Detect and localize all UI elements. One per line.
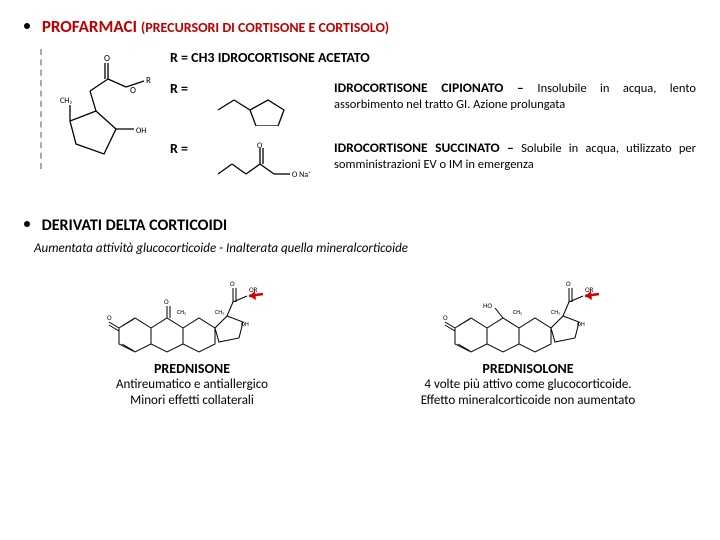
svg-text:O: O [107,313,112,322]
r-cipionato-label: R = [170,80,204,97]
bullet-icon [24,23,30,29]
cyclopentyl-structure [214,80,324,126]
prednisone-structure: O O O OR CH₃ CH₃ OH [107,266,277,356]
svg-text:CH₃: CH₃ [513,308,522,316]
succinate-structure: O O Na⁺ [214,140,324,186]
r-acetato-label: R = CH3 IDROCORTISONE ACETATO [170,49,370,66]
svg-text:O: O [443,313,448,322]
bullet-icon [24,221,30,227]
prednisolone-name: PREDNISOLONE [378,360,678,377]
derivati-subtitle: Aumentata attività glucocorticoide - Ina… [34,241,696,256]
prednisolone-structure: O HO O OR CH₃ CH₃ OH [443,266,613,356]
succinato-name: IDROCORTISONE SUCCINATO – [334,139,521,156]
svg-text:O: O [104,53,110,64]
ona-label: O Na⁺ [292,170,311,180]
svg-text:OR: OR [585,285,594,294]
svg-text:R: R [146,75,151,86]
prednisone-desc2: Minori effetti collaterali [42,393,342,409]
derivatives-row: O O O OR CH₃ CH₃ OH PREDNISONE Antireuma… [24,266,696,408]
r-row-cipionato: R = IDROCORTISONE CIPIONATO – Insolubile… [170,80,696,126]
profarmaci-section: O R O OH CH₃ R = CH3 IDROCORTISONE ACETA… [40,49,696,200]
prednisolone-column: O HO O OR CH₃ CH₃ OH PREDNISOLONE 4 volt… [378,266,678,408]
svg-text:OH: OH [136,126,146,136]
svg-text:CH₃: CH₃ [551,308,560,316]
svg-text:OH: OH [577,320,585,328]
svg-text:O: O [257,141,263,151]
svg-text:O: O [566,279,571,288]
cipionato-name: IDROCORTISONE CIPIONATO – [334,79,537,96]
svg-text:O: O [230,279,235,288]
r-row-succinato: R = O O Na⁺ [170,140,696,186]
r-row-acetato: R = CH3 IDROCORTISONE ACETATO [170,49,696,66]
core-structure-diagram: O R O OH CH₃ [40,49,156,169]
r-succinato-label: R = [170,140,204,157]
svg-text:O: O [130,85,136,96]
svg-text:HO: HO [483,301,492,310]
prednisone-desc1: Antireumatico e antiallergico [42,377,342,393]
svg-text:CH₃: CH₃ [215,308,224,316]
svg-text:OH: OH [241,320,249,328]
succinato-description: IDROCORTISONE SUCCINATO – Solubile in ac… [334,140,696,173]
derivati-heading-text: DERIVATI DELTA CORTICOIDI [42,216,227,235]
profarmaci-heading: PROFARMACI (PRECURSORI DI CORTISONE E CO… [24,16,696,37]
svg-text:CH₃: CH₃ [177,308,186,316]
heading-sub: (PRECURSORI DI CORTISONE E CORTISOLO) [141,19,389,36]
cipionato-description: IDROCORTISONE CIPIONATO – Insolubile in … [334,80,696,113]
svg-text:OR: OR [249,285,258,294]
prednisolone-desc1: 4 volte più attivo come glucocorticoide. [378,377,678,393]
prednisolone-desc2: Effetto mineralcorticoide non aumentato [378,393,678,409]
r-group-list: R = CH3 IDROCORTISONE ACETATO R = IDROCO… [170,49,696,200]
prednisone-column: O O O OR CH₃ CH₃ OH PREDNISONE Antireuma… [42,266,342,408]
svg-text:O: O [164,297,169,306]
derivati-heading: DERIVATI DELTA CORTICOIDI [24,216,696,235]
svg-text:CH₃: CH₃ [60,96,72,106]
prednisone-name: PREDNISONE [42,360,342,377]
heading-main: PROFARMACI [42,16,137,37]
